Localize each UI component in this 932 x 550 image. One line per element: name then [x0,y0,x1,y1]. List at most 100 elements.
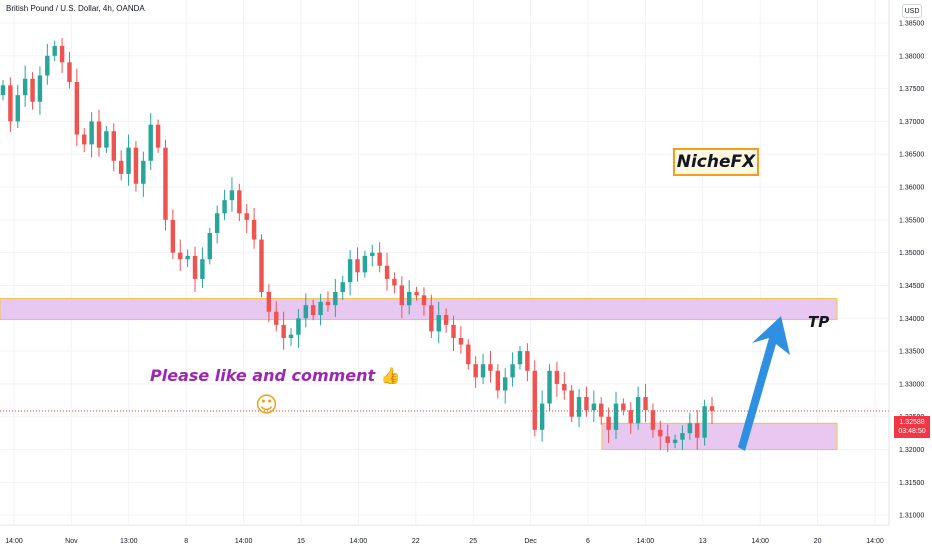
candle [82,127,87,153]
smiley-icon: ☺ [255,393,278,418]
price-tick: 1.37500 [899,86,924,93]
candle [192,246,198,293]
candle [406,280,412,315]
candle [480,353,486,384]
candle [22,65,28,107]
candle [155,119,161,153]
candle [687,412,693,440]
time-tick: 15 [297,538,305,545]
price-tick: 1.36500 [899,152,924,159]
candle [30,72,35,110]
candle [370,244,375,267]
candle [237,183,242,222]
candle [178,239,183,272]
candle [89,112,94,158]
candle [473,356,478,388]
candle [59,38,65,73]
candle [74,68,80,147]
like-comment-text: Please like and comment 👍 [150,366,401,385]
candle [288,328,294,346]
time-tick: 13:00 [120,538,138,545]
candle [133,141,139,192]
time-tick: 14:00 [5,538,23,545]
time-tick: 6 [586,538,590,545]
candle [599,397,604,425]
candle [251,208,257,249]
candle [547,364,552,412]
candle [643,383,648,422]
candle [429,294,434,338]
candle [185,249,190,268]
candles [0,38,715,453]
candle [451,315,456,352]
candle [709,397,715,424]
candle [229,177,235,212]
candle [259,234,264,298]
candle [96,109,102,157]
candle [347,250,353,296]
candle [45,43,50,85]
candle [362,250,368,278]
price-tick: 1.32000 [899,447,924,454]
candle [274,301,279,332]
candle [52,40,57,62]
candle [118,150,124,181]
candle [222,189,227,220]
price-axis: 1.38500 1.38000 1.37500 1.37000 1.36500 1.360… [899,20,924,519]
candle [539,390,545,442]
candle [650,403,656,438]
tp-label: TP [808,313,830,331]
candle [702,399,707,446]
time-axis: 14:00 Nov 13:00 8 14:00 15 14:00 22 25 Dec 6 14:00 1… [5,538,884,545]
candle [458,326,464,354]
candle [510,352,515,387]
candle [399,276,405,319]
candle [15,84,20,128]
zone-rect [601,422,838,451]
candle [392,272,397,294]
symbol-title[interactable]: British Pound / U.S. Dollar, 4h, OANDA [6,4,145,13]
candle [562,372,567,400]
countdown-value: 03:48:50 [898,428,926,435]
candle [8,77,13,132]
candle [67,51,72,89]
candle [584,386,589,417]
candle [502,368,508,404]
candle [163,139,168,231]
candle [658,420,663,450]
candle [672,434,678,449]
candle [436,301,441,344]
brand-label: NicheFX [673,148,759,176]
candle [214,205,220,244]
zone-rect [0,298,838,321]
candle [532,360,537,437]
candle [104,126,109,153]
candle [141,151,146,197]
time-tick: 14:00 [637,538,655,545]
candle [606,407,611,443]
time-tick: Nov [65,538,78,545]
candle [207,227,213,265]
candle [310,299,316,321]
currency-button[interactable]: USD [902,4,922,18]
candle [414,286,419,301]
price-tick: 1.38000 [899,53,924,60]
candle [613,391,619,440]
candle [628,402,633,434]
thumbs-up-icon: 👍 [380,366,401,385]
candle [148,112,153,170]
time-tick: 25 [469,538,477,545]
time-tick: 22 [412,538,420,545]
candle [695,410,700,450]
candle [281,311,286,350]
candle [377,242,382,273]
candle [466,339,471,370]
price-tick: 1.33500 [899,349,924,356]
last-price-value: 1.32588 [899,419,925,426]
time-tick: 14:00 [751,538,769,545]
candle [495,364,501,399]
candle [384,252,390,291]
price-tick: 1.38500 [899,20,924,27]
